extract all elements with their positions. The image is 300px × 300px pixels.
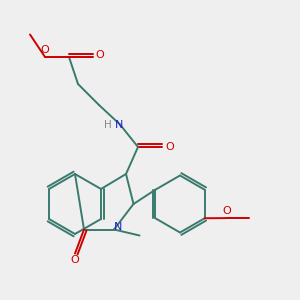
Text: N: N (115, 119, 124, 130)
Text: O: O (223, 206, 232, 217)
Text: O: O (70, 255, 80, 265)
Text: N: N (114, 222, 123, 232)
Text: O: O (165, 142, 174, 152)
Text: O: O (40, 45, 49, 56)
Text: H: H (104, 119, 112, 130)
Text: O: O (95, 50, 104, 61)
